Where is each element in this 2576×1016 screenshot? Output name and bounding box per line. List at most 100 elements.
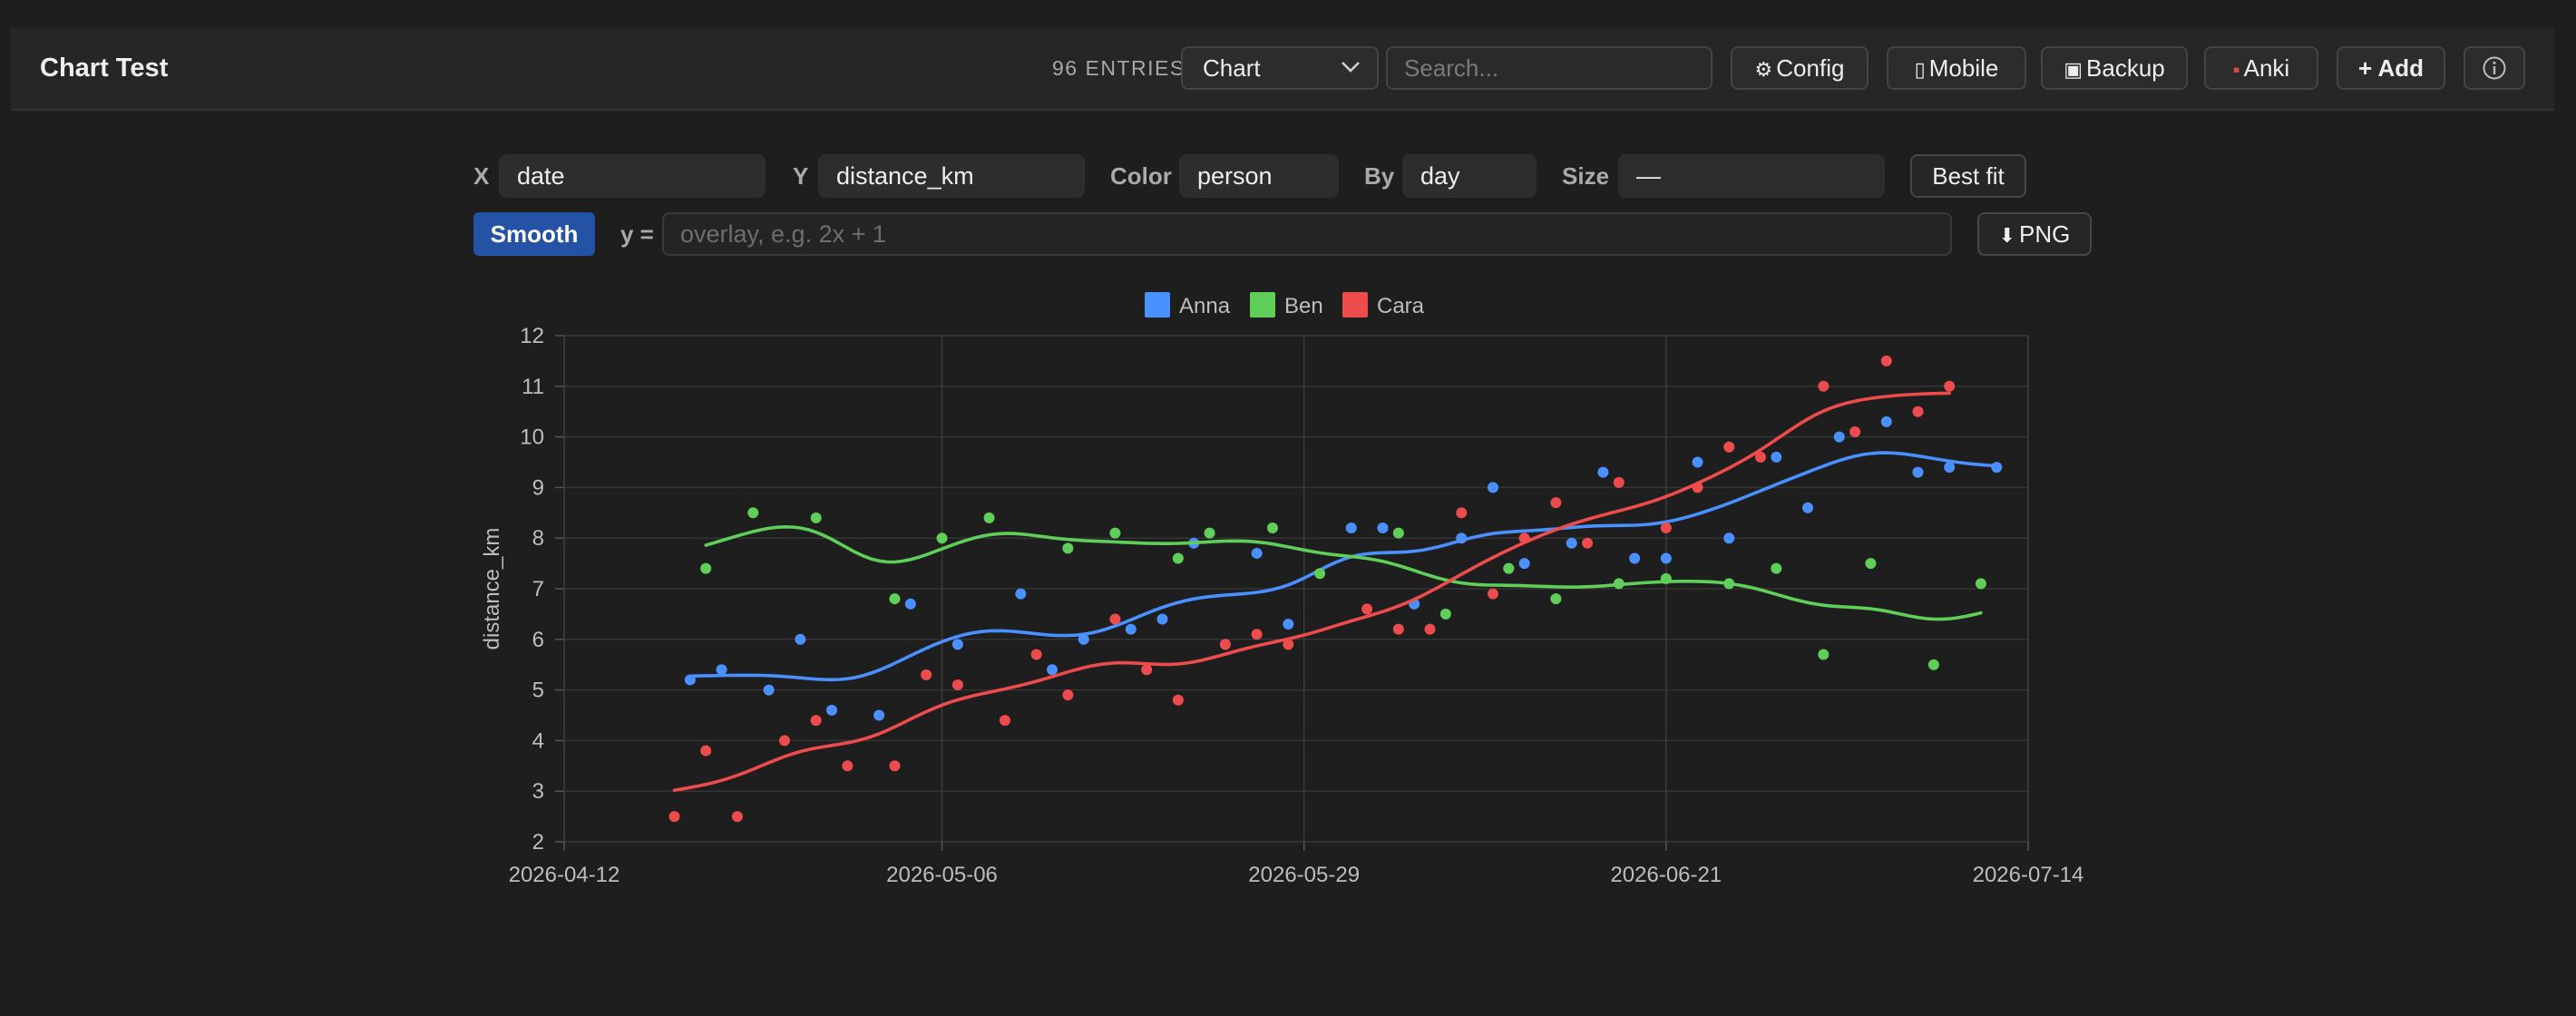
data-point-cara <box>1456 507 1468 519</box>
data-point-ben <box>1109 527 1121 539</box>
data-point-anna <box>951 639 963 650</box>
data-point-anna <box>1912 466 1924 478</box>
data-point-cara <box>731 811 743 823</box>
data-point-anna <box>763 684 775 696</box>
data-point-cara <box>1392 623 1404 635</box>
data-point-anna <box>1345 523 1357 534</box>
formula-placeholder: overlay, e.g. 2x + 1 <box>680 220 886 248</box>
info-button[interactable] <box>2464 46 2525 90</box>
data-point-cara <box>1172 694 1184 706</box>
x-tick-label: 2026-06-21 <box>1610 863 1722 887</box>
data-point-cara <box>1818 380 1830 392</box>
data-point-cara <box>1487 588 1498 600</box>
data-point-anna <box>1078 633 1089 645</box>
anki-button[interactable]: ▪ Anki <box>2204 46 2318 90</box>
smooth-line-ben <box>704 525 1983 621</box>
data-point-cara <box>999 715 1010 727</box>
data-point-cara <box>1880 355 1892 366</box>
data-point-cara <box>668 811 680 823</box>
data-point-anna <box>1047 664 1058 676</box>
data-point-cara <box>842 760 854 772</box>
app-title: Chart Test <box>40 54 169 83</box>
data-point-anna <box>795 633 806 645</box>
y-tick-label: 4 <box>532 728 544 753</box>
data-point-ben <box>1613 578 1625 590</box>
png-button[interactable]: ⬇ PNG <box>1977 212 2092 256</box>
data-point-cara <box>1141 664 1153 676</box>
data-point-ben <box>1439 608 1451 620</box>
data-point-ben <box>1266 523 1278 534</box>
color-field[interactable]: person <box>1179 154 1339 198</box>
legend-swatch-cara <box>1342 292 1368 318</box>
data-point-ben <box>983 512 995 523</box>
search-input[interactable]: Search... <box>1386 46 1712 90</box>
x-field[interactable]: date <box>499 154 766 198</box>
smooth-line-cara <box>672 391 1951 792</box>
y-tick-label: 2 <box>532 830 544 855</box>
flashcard-icon: ▪ <box>2232 58 2240 81</box>
mobile-button-label: Mobile <box>1928 54 1999 82</box>
smooth-line-anna <box>688 451 1999 682</box>
y-field[interactable]: distance_km <box>818 154 1085 198</box>
data-point-anna <box>1156 613 1168 625</box>
png-button-label: PNG <box>2019 220 2071 248</box>
view-select-value: Chart <box>1203 54 1261 82</box>
by-label: By <box>1364 162 1395 190</box>
data-point-ben <box>1818 649 1830 660</box>
data-point-ben <box>1392 527 1404 539</box>
add-button[interactable]: + Add <box>2337 46 2445 90</box>
legend-swatch-anna <box>1145 292 1170 318</box>
data-point-anna <box>1802 502 1814 513</box>
smooth-toggle[interactable]: Smooth <box>473 212 595 256</box>
legend-label-ben: Ben <box>1284 294 1323 318</box>
data-point-cara <box>1550 497 1562 509</box>
data-point-ben <box>936 532 948 544</box>
data-point-anna <box>1566 537 1577 549</box>
data-point-anna <box>1377 523 1389 534</box>
data-point-anna <box>1833 431 1845 443</box>
data-point-cara <box>1424 623 1436 635</box>
data-point-ben <box>1927 659 1939 670</box>
y-tick-label: 7 <box>532 577 544 601</box>
size-label: Size <box>1562 162 1610 190</box>
by-field[interactable]: day <box>1402 154 1537 198</box>
x-tick-label: 2026-05-06 <box>886 863 998 887</box>
best-fit-button[interactable]: Best fit <box>1910 154 2026 198</box>
y-tick-label: 3 <box>532 779 544 804</box>
data-point-anna <box>1944 462 1956 474</box>
data-point-cara <box>951 679 963 691</box>
mobile-phone-icon: ▯ <box>1914 58 1926 81</box>
data-point-anna <box>1629 552 1641 564</box>
info-icon <box>2483 56 2506 80</box>
data-point-ben <box>747 507 759 519</box>
view-select[interactable]: Chart <box>1181 46 1379 90</box>
mobile-button[interactable]: ▯ Mobile <box>1887 46 2026 90</box>
entries-count: 96 ENTRIES <box>1052 56 1186 80</box>
data-point-anna <box>684 674 696 686</box>
data-point-cara <box>1692 482 1703 493</box>
y-tick-label: 11 <box>522 375 544 399</box>
x-tick-label: 2026-07-14 <box>1973 863 2084 887</box>
data-point-cara <box>1518 532 1530 544</box>
data-point-cara <box>778 735 790 747</box>
data-point-anna <box>826 704 838 716</box>
formula-input[interactable]: overlay, e.g. 2x + 1 <box>662 212 1952 256</box>
y-label: Y <box>793 162 809 190</box>
data-point-cara <box>810 715 822 727</box>
data-point-anna <box>716 664 727 676</box>
search-placeholder: Search... <box>1404 54 1499 82</box>
y-tick-label: 9 <box>532 475 544 500</box>
data-point-anna <box>1283 619 1294 630</box>
download-icon: ⬇ <box>1998 224 2016 247</box>
gear-icon: ⚙ <box>1754 58 1773 81</box>
color-label: Color <box>1110 162 1172 190</box>
data-point-ben <box>700 562 712 574</box>
backup-button[interactable]: ▣ Backup <box>2041 46 2188 90</box>
config-button[interactable]: ⚙ Config <box>1731 46 1869 90</box>
data-point-ben <box>1865 558 1877 570</box>
y-tick-label: 10 <box>520 425 544 450</box>
data-point-cara <box>1944 380 1956 392</box>
data-point-ben <box>810 512 822 523</box>
size-field[interactable]: — <box>1618 154 1885 198</box>
